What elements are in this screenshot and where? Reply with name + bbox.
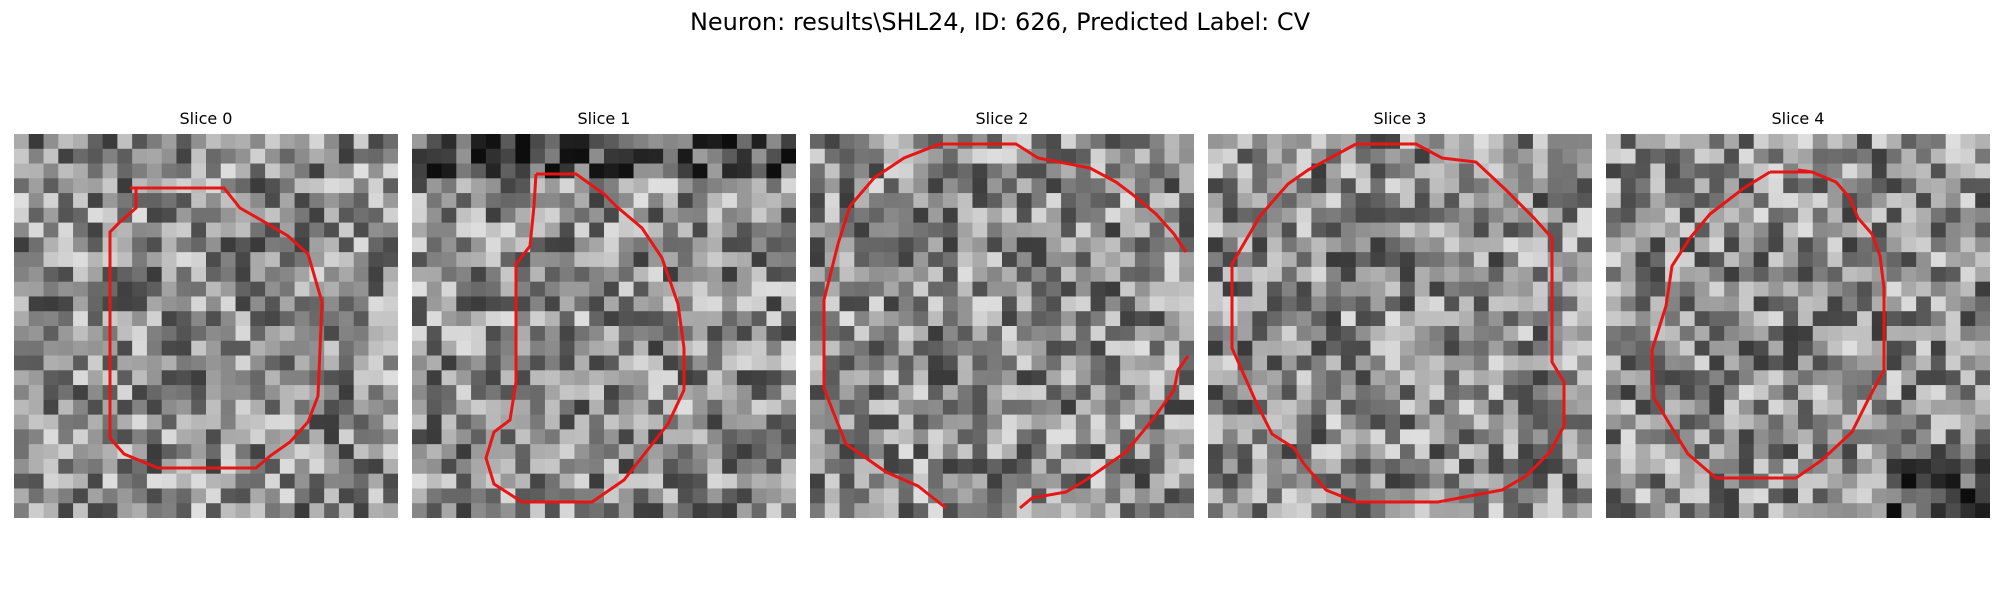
cell-contour: [1650, 170, 1886, 480]
grayscale-pixels: [810, 134, 1194, 518]
slice-title: Slice 2: [975, 109, 1029, 128]
cell-contour: [484, 172, 686, 504]
slice-panel-3: Slice 3: [1208, 108, 1592, 518]
slice-image: [14, 134, 398, 518]
cell-contour: [108, 186, 324, 470]
slice-image: [810, 134, 1194, 518]
grayscale-pixels: [412, 134, 796, 518]
slice-image: [412, 134, 796, 518]
slice-title: Slice 1: [577, 109, 631, 128]
slice-title: Slice 4: [1771, 109, 1825, 128]
slice-panel-1: Slice 1: [412, 108, 796, 518]
slice-panel-0: Slice 0: [14, 108, 398, 518]
slice-title: Slice 0: [179, 109, 233, 128]
cell-contour: [1797, 168, 1813, 174]
slice-image: [1606, 134, 1990, 518]
slice-panel-4: Slice 4: [1606, 108, 1990, 518]
slice-panel-2: Slice 2: [810, 108, 1194, 518]
grayscale-pixels: [1606, 134, 1990, 518]
cell-contour: [1230, 142, 1566, 504]
figure-title: Neuron: results\SHL24, ID: 626, Predicte…: [689, 8, 1311, 36]
slice-title: Slice 3: [1373, 109, 1427, 128]
grayscale-pixels: [1208, 134, 1592, 518]
cell-contour: [822, 142, 1188, 510]
cell-contour: [1019, 355, 1190, 510]
slice-image: [1208, 134, 1592, 518]
grayscale-pixels: [14, 134, 398, 518]
